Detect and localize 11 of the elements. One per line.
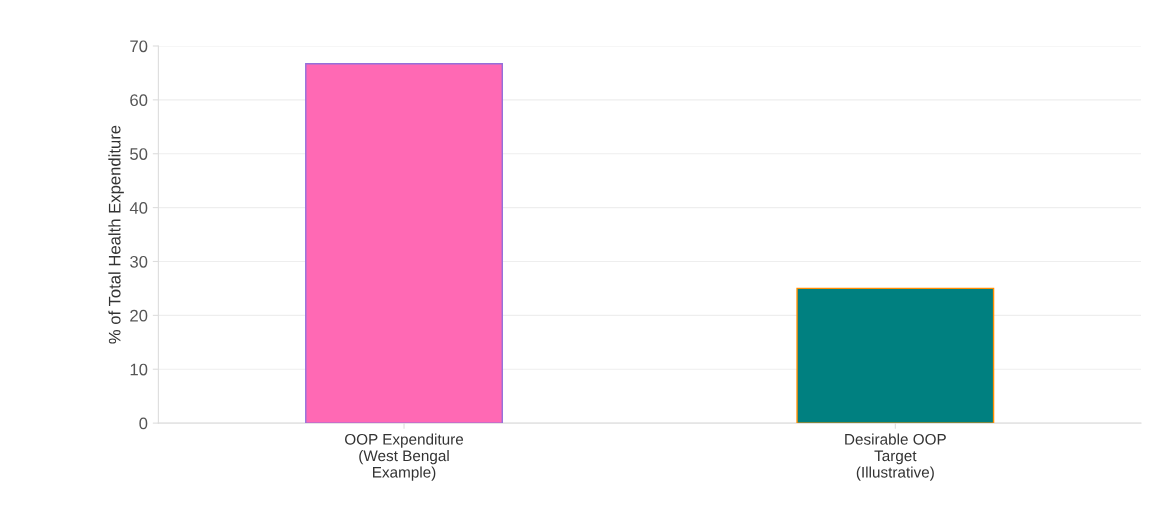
y-tick-label: 40: [129, 202, 148, 214]
y-tick-label: 10: [130, 363, 148, 376]
y-tick-label: 50: [130, 148, 148, 160]
y-tick-label: 30: [130, 255, 148, 268]
y-axis-title: % of Total Health Expenditure: [108, 125, 124, 344]
y-tick-label: 0: [139, 417, 148, 430]
y-tick-label: 20: [130, 309, 148, 322]
x-tick-label: OOP Expenditure (West Bengal Example): [345, 433, 464, 481]
y-tick-label: 60: [130, 94, 148, 107]
y-tick-label: 70: [130, 40, 148, 53]
x-tick-label: Desirable OOP Target (Illustrative): [845, 433, 946, 481]
